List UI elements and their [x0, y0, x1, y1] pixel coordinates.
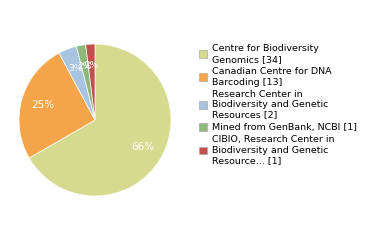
Text: 66%: 66% — [131, 142, 154, 152]
Wedge shape — [19, 53, 95, 158]
Wedge shape — [86, 44, 95, 120]
Wedge shape — [29, 44, 171, 196]
Wedge shape — [59, 46, 95, 120]
Text: 3%: 3% — [68, 65, 82, 73]
Text: 2%: 2% — [78, 62, 92, 71]
Text: 25%: 25% — [31, 100, 54, 110]
Legend: Centre for Biodiversity
Genomics [34], Canadian Centre for DNA
Barcoding [13], R: Centre for Biodiversity Genomics [34], C… — [198, 44, 357, 165]
Wedge shape — [76, 45, 95, 120]
Text: 2%: 2% — [84, 61, 99, 70]
